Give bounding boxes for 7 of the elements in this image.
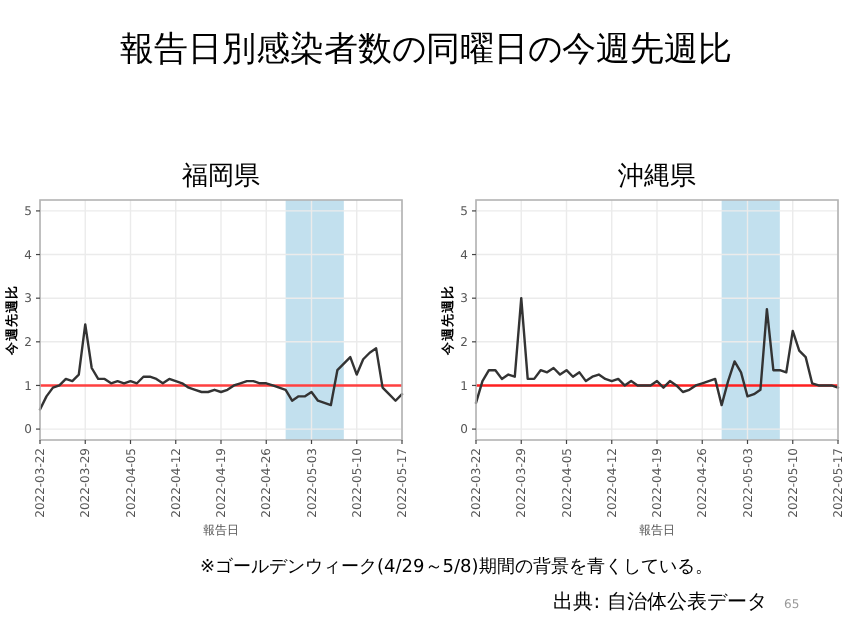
chart-title: 沖縄県 [618,162,696,192]
text: 報告日別感染者数の同曜日の今週先週比 [120,30,732,70]
source-note: 出典: 自治体公表データ [553,590,767,614]
line-series [474,296,840,407]
line-series [38,323,404,411]
chart-title: 福岡県 [182,162,260,192]
text: ※ゴールデンウィーク(4/29～5/8)期間の背景を青くしている。 [200,556,713,578]
